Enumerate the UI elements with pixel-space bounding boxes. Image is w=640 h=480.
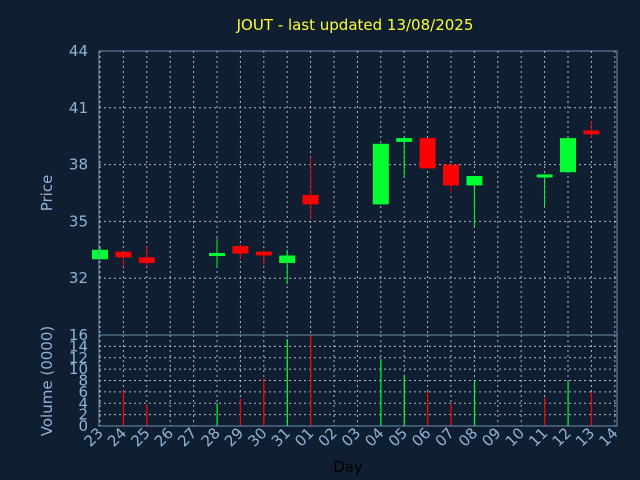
volume-tick-label: 4 xyxy=(78,394,88,412)
price-tick-label: 41 xyxy=(69,99,88,117)
x-tick-label: 27 xyxy=(174,424,200,450)
volume-bar xyxy=(567,381,569,426)
volume-plot-frame xyxy=(98,334,618,427)
x-tick-label: 04 xyxy=(361,424,387,450)
volume-tick-label: 8 xyxy=(78,372,88,390)
volume-tick-label: 10 xyxy=(69,360,88,378)
price-tick-label: 44 xyxy=(69,42,88,60)
candle-body xyxy=(536,174,553,178)
volume-tick-label: 14 xyxy=(69,337,88,355)
volume-bar xyxy=(427,391,429,426)
candle-body xyxy=(232,246,249,254)
candle-body xyxy=(466,175,483,186)
candle-body xyxy=(279,255,296,264)
volume-bar xyxy=(403,374,405,426)
candle-body xyxy=(115,251,132,258)
x-tick-label: 06 xyxy=(408,424,434,450)
x-tick-label: 03 xyxy=(338,424,364,450)
price-candles xyxy=(92,121,600,284)
x-tick-label: 26 xyxy=(151,424,177,450)
x-tick-label: 09 xyxy=(478,424,504,450)
volume-bar xyxy=(239,398,242,426)
volume-grid xyxy=(99,334,617,427)
volume-bars xyxy=(122,335,593,426)
volume-tick-label: 2 xyxy=(78,406,88,424)
price-axis-ticks: 32 35 38 41 44 xyxy=(69,42,88,287)
price-plot-frame xyxy=(98,50,618,336)
volume-bar xyxy=(590,391,593,426)
volume-bar xyxy=(450,403,452,426)
volume-axis-label: Volume (0000) xyxy=(38,326,56,436)
x-tick-label: 02 xyxy=(315,424,341,450)
price-tick-label: 38 xyxy=(69,156,88,174)
x-tick-label: 05 xyxy=(385,424,411,450)
x-tick-label: 01 xyxy=(291,424,317,450)
volume-bar xyxy=(380,358,382,426)
volume-bar xyxy=(216,403,218,426)
x-tick-label: 30 xyxy=(244,424,270,450)
volume-tick-label: 16 xyxy=(69,326,88,344)
x-tick-label: 29 xyxy=(221,424,247,450)
x-tick-label: 28 xyxy=(198,424,224,450)
x-tick-label: 08 xyxy=(455,424,481,450)
volume-bar xyxy=(286,338,288,426)
price-axis-label: Price xyxy=(38,175,56,212)
volume-bar xyxy=(544,397,546,426)
x-tick-label: 11 xyxy=(525,424,551,450)
x-axis-ticks: 2324252627282930310102030405060708091011… xyxy=(81,424,622,450)
volume-tick-label: 12 xyxy=(69,349,88,367)
x-tick-label: 13 xyxy=(572,424,598,450)
price-grid xyxy=(99,50,617,335)
x-axis-label: Day xyxy=(333,458,363,476)
candle-body xyxy=(92,249,108,260)
volume-bar xyxy=(122,390,125,426)
candle-body xyxy=(419,138,436,169)
x-tick-label: 31 xyxy=(268,424,294,450)
candle-body xyxy=(396,138,413,142)
price-tick-label: 32 xyxy=(69,269,88,287)
candle-body xyxy=(372,143,389,205)
x-tick-label: 25 xyxy=(127,424,153,450)
candle-body xyxy=(560,138,576,173)
candle-body xyxy=(138,257,155,264)
volume-bar xyxy=(146,404,148,426)
candle-body xyxy=(255,251,272,256)
x-tick-label: 14 xyxy=(595,424,621,450)
volume-bar xyxy=(263,378,265,426)
volume-tick-label: 6 xyxy=(78,383,88,401)
x-tick-label: 07 xyxy=(432,424,458,450)
volume-tick-label: 0 xyxy=(78,417,88,435)
candle-body xyxy=(443,164,459,186)
x-tick-label: 12 xyxy=(549,424,575,450)
candle-body xyxy=(209,253,225,257)
volume-bar xyxy=(310,335,312,426)
volume-bar xyxy=(473,380,476,426)
candle-body xyxy=(583,130,600,135)
candle-body xyxy=(302,194,319,205)
price-tick-label: 35 xyxy=(69,212,88,230)
x-tick-label: 10 xyxy=(502,424,528,450)
x-tick-label: 24 xyxy=(104,424,130,450)
chart-title: JOUT - last updated 13/08/2025 xyxy=(236,16,474,34)
